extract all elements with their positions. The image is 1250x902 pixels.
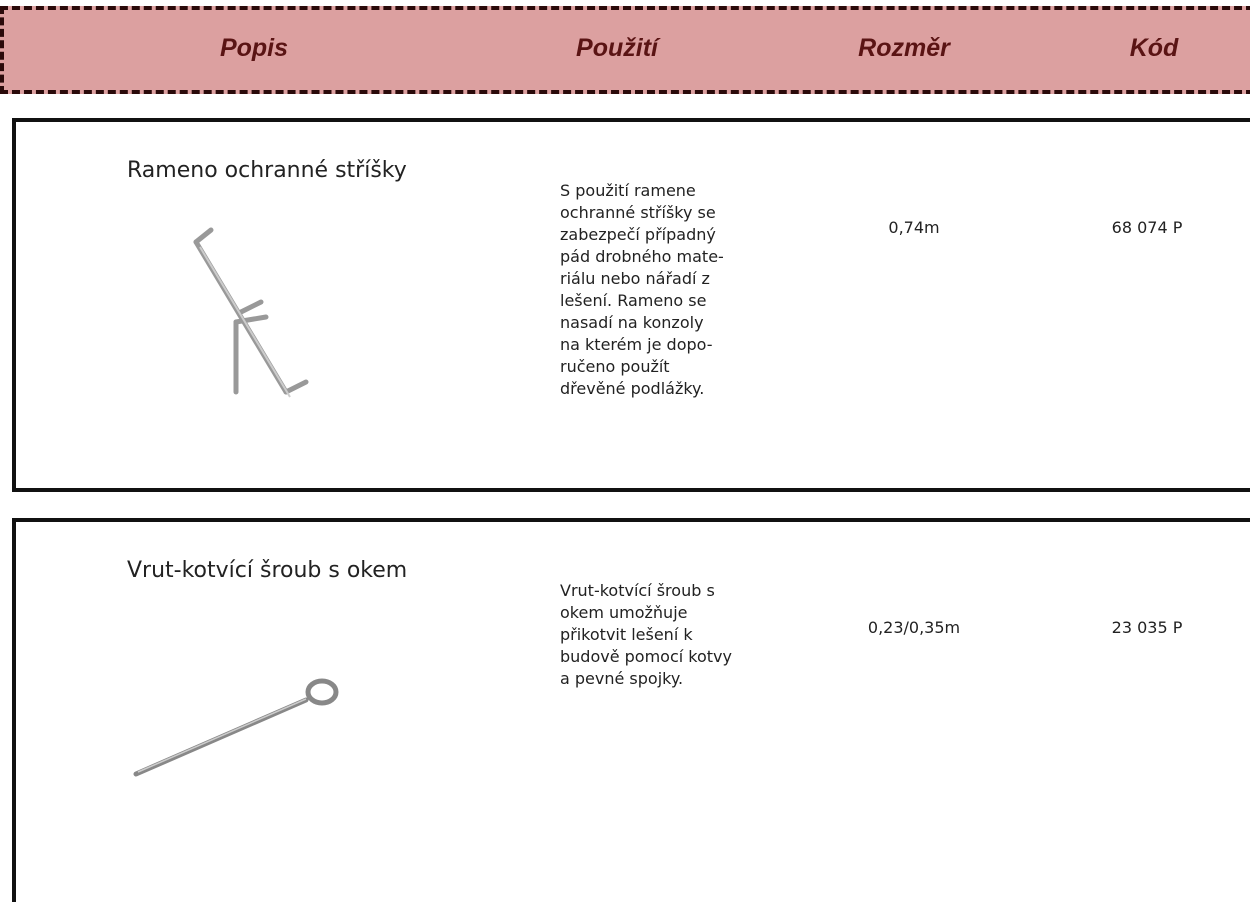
column-header: Kód (1129, 34, 1179, 62)
product-image (133, 678, 339, 777)
description-line: lešení. Rameno se (560, 291, 707, 310)
description-line: na kterém je dopo- (560, 335, 713, 354)
description-line: ručeno použít (560, 357, 670, 376)
description-line: dřevěné podlážky. (560, 379, 705, 398)
description-line: pád drobného mate- (560, 247, 724, 266)
column-header: Popis (219, 34, 289, 62)
description-line: S použití ramene (560, 181, 696, 200)
item-code: 68 074 P (1111, 218, 1183, 237)
column-header: Rozměr (858, 34, 950, 62)
item-box: Vrut-kotvící šroub s okem Vrut-kotvící š… (12, 518, 1250, 902)
item-code: 23 035 P (1111, 618, 1183, 637)
description-line: zabezpečí případný (560, 225, 716, 244)
item-name: Rameno ochranné stříšky (127, 158, 407, 183)
item-name: Vrut-kotvící šroub s okem (127, 558, 408, 583)
header-band: Popis Použití Rozměr Kód (0, 6, 1250, 94)
description-line: budově pomocí kotvy (560, 647, 732, 666)
description-line: přikotvit lešení k (560, 625, 693, 644)
column-header: Použití (576, 34, 658, 62)
description-line: okem umožňuje (560, 603, 688, 622)
description-line: riálu nebo nářadí z (560, 269, 710, 288)
item-description: Vrut-kotvící šroub s okem umožňuje přikotv… (560, 580, 732, 690)
item-box: Rameno ochranné stříšky S použití ramene… (12, 118, 1250, 492)
description-line: Vrut-kotvící šroub s (560, 581, 715, 600)
product-image (193, 227, 309, 398)
description-line: a pevné spojky. (560, 669, 684, 688)
item-description: S použití ramene ochranné stříšky se zabez… (560, 180, 724, 400)
item-size: 0,74m (888, 218, 940, 237)
description-line: ochranné stříšky se (560, 203, 716, 222)
description-line: nasadí na konzoly (560, 313, 704, 332)
item-size: 0,23/0,35m (867, 618, 961, 637)
